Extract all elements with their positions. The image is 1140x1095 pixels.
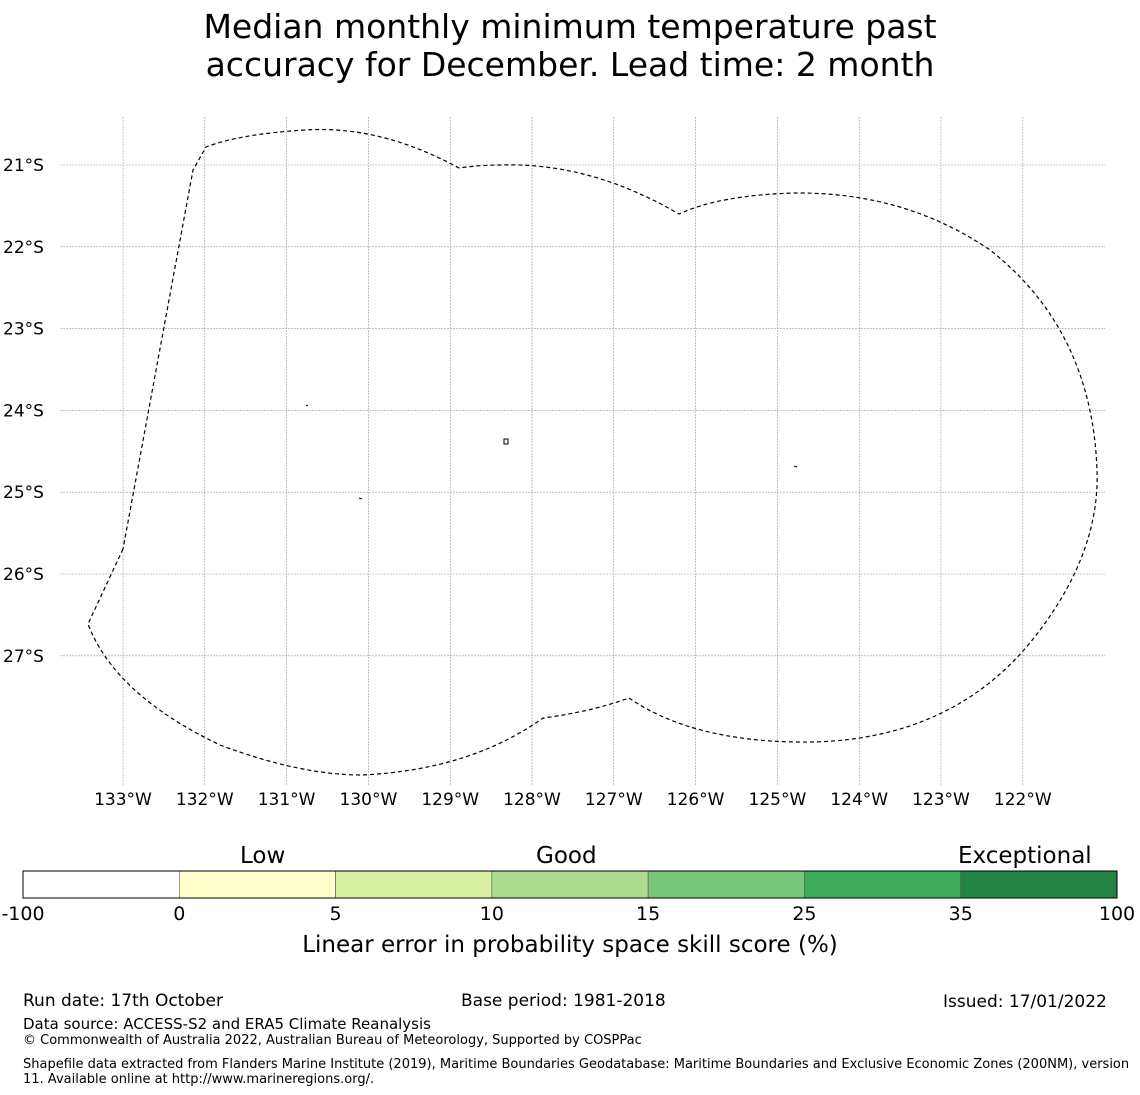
category-exceptional: Exceptional	[958, 843, 1092, 869]
map-canvas: 21°S22°S23°S24°S25°S26°S27°S 133°W 132°W 1…	[3, 117, 1105, 810]
lon-label: 133°W	[94, 790, 152, 810]
colorbar-bin	[960, 870, 1118, 899]
colorbar-bin	[178, 870, 336, 899]
lat-label: 25°S	[3, 483, 44, 503]
map-title: Median monthly minimum temperature past …	[0, 8, 1140, 84]
graticule	[60, 117, 1105, 785]
lat-label: 23°S	[3, 320, 44, 340]
colorbar-bin	[804, 870, 962, 899]
lon-label: 127°W	[585, 790, 643, 810]
colorbar-bin	[491, 870, 649, 899]
lon-label: 131°W	[258, 790, 316, 810]
title-line-2: accuracy for December. Lead time: 2 mont…	[205, 45, 935, 84]
lon-label: 126°W	[667, 790, 725, 810]
colorbar-tick-label: 35	[948, 903, 973, 925]
lon-label: 130°W	[340, 790, 398, 810]
colorbar-tick-label: 10	[479, 903, 504, 925]
eez-boundary	[87, 128, 1098, 776]
colorbar-tick-label: 25	[792, 903, 817, 925]
title-line-1: Median monthly minimum temperature past	[203, 7, 937, 46]
island-markers	[305, 404, 798, 500]
colorbar-frame	[22, 870, 1118, 899]
colorbar-tick-label: 5	[329, 903, 342, 925]
latitude-labels: 21°S 22°S 23°S 24°S 25°S 26°S 27°S	[3, 156, 44, 667]
lat-label: 24°S	[3, 401, 44, 421]
copyright: © Commonwealth of Australia 2022, Austra…	[23, 1033, 642, 1048]
colorbar-tick-label: 100	[1098, 903, 1136, 925]
colorbar-tick-label: 15	[636, 903, 661, 925]
lon-label: 122°W	[994, 790, 1052, 810]
lon-label: 125°W	[749, 790, 807, 810]
lat-label: 26°S	[3, 565, 44, 585]
shapefile-credit: Shapefile data extracted from Flanders M…	[23, 1057, 1130, 1087]
colorbar-tick-label: 0	[173, 903, 186, 925]
issued-date: Issued: 17/01/2022	[943, 992, 1107, 1012]
longitude-labels: 133°W 132°W 131°W 130°W 129°W 128°W 127°W 126°W…	[94, 790, 1052, 810]
colorbar-bin	[22, 870, 180, 899]
lon-label: 128°W	[503, 790, 561, 810]
category-low: Low	[240, 843, 286, 869]
lon-label: 132°W	[176, 790, 234, 810]
base-period: Base period: 1981-2018	[461, 991, 666, 1011]
colorbar-bin	[335, 870, 493, 899]
category-good: Good	[536, 843, 597, 869]
lat-label: 27°S	[3, 647, 44, 667]
lon-label: 129°W	[421, 790, 479, 810]
data-source: Data source: ACCESS-S2 and ERA5 Climate …	[23, 1015, 431, 1033]
lat-label: 22°S	[3, 238, 44, 258]
lon-label: 123°W	[912, 790, 970, 810]
colorbar-bin	[647, 870, 805, 899]
colorbar	[22, 870, 1118, 899]
lon-label: 124°W	[830, 790, 888, 810]
colorbar-label: Linear error in probability space skill …	[302, 932, 838, 958]
colorbar-tick-label: -100	[1, 903, 45, 925]
run-date: Run date: 17th October	[23, 991, 223, 1011]
lat-label: 21°S	[3, 156, 44, 176]
